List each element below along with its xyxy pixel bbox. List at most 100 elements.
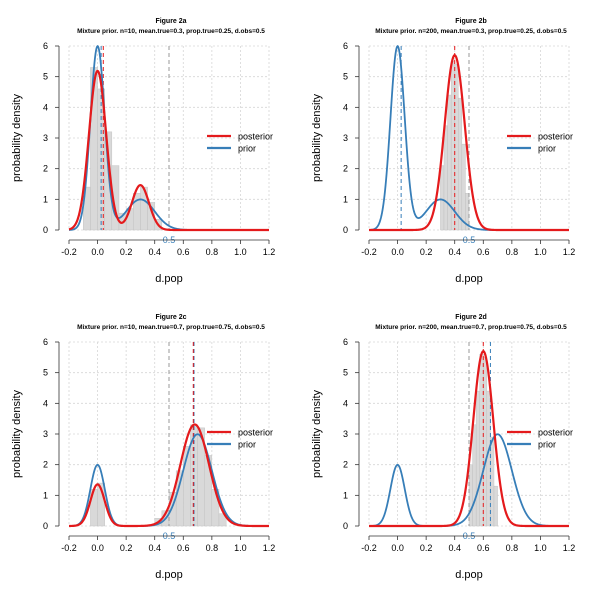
x-tick-label: 0.0 — [391, 543, 404, 553]
x-tick-label: -0.2 — [361, 247, 377, 257]
x-tick-label: 1.2 — [563, 543, 576, 553]
histogram-bar — [440, 165, 445, 231]
x-tick-label: 0.8 — [206, 247, 219, 257]
y-tick-label: 4 — [43, 398, 48, 408]
y-axis-title: probability density — [11, 93, 23, 182]
y-tick-label: 6 — [343, 337, 348, 347]
y-tick-label: 1 — [343, 490, 348, 500]
y-tick-label: 3 — [343, 429, 348, 439]
posterior-density-curve — [369, 350, 569, 528]
x-tick-label: 1.2 — [263, 543, 276, 553]
x-tick-label: 0.2 — [120, 247, 133, 257]
legend-label-posterior: posterior — [238, 132, 273, 142]
x-tick-label: 0.4 — [148, 543, 161, 553]
y-axis-title: probability density — [11, 389, 23, 478]
y-tick-label: 3 — [43, 133, 48, 143]
x-tick-label: 0.2 — [420, 247, 433, 257]
x-tick-label: 0.6 — [477, 247, 490, 257]
y-tick-label: 0 — [343, 521, 348, 531]
y-tick-label: 6 — [43, 41, 48, 51]
x-tick-label: 1.2 — [263, 247, 276, 257]
legend-label-posterior: posterior — [538, 428, 573, 438]
histogram-bar — [468, 464, 473, 527]
histogram-bar — [493, 485, 498, 527]
legend-label-prior: prior — [538, 440, 556, 450]
y-tick-label: 1 — [43, 194, 48, 204]
y-tick-label: 0 — [43, 225, 48, 235]
x-tick-label: 0.6 — [177, 247, 190, 257]
histogram-bar — [450, 61, 455, 231]
y-tick-label: 2 — [343, 460, 348, 470]
y-tick-label: 5 — [43, 72, 48, 82]
legend-label-prior: prior — [238, 440, 256, 450]
legend-label-prior: prior — [538, 144, 556, 154]
chart-panel-4: Figure 2d Mixture prior. n=200, mean.true… — [311, 314, 575, 581]
histogram-bar — [472, 424, 477, 527]
x-tick-label: 0.2 — [420, 543, 433, 553]
histogram-bar — [486, 390, 491, 527]
chart-title: Figure 2c — [155, 314, 186, 321]
x-tick-label: 0.0 — [91, 247, 104, 257]
x-tick-label: 0.6 — [177, 543, 190, 553]
y-tick-label: 0 — [43, 521, 48, 531]
chart-panel-2: Figure 2b Mixture prior. n=200, mean.true… — [311, 18, 575, 285]
x-tick-label: 0.4 — [448, 247, 461, 257]
histogram-bar — [490, 436, 495, 527]
x-tick-label: 0.8 — [506, 543, 519, 553]
y-tick-label: 2 — [43, 164, 48, 174]
histogram-bar — [465, 192, 470, 231]
chart-title: Figure 2b — [455, 18, 487, 25]
histogram-bar — [443, 125, 448, 231]
x-axis-title: d.pop — [455, 569, 483, 581]
x-tick-label: 1.0 — [534, 247, 547, 257]
y-tick-label: 1 — [43, 490, 48, 500]
x-tick-label: -0.2 — [361, 543, 377, 553]
x-tick-label: -0.2 — [61, 543, 77, 553]
chart-title: Figure 2d — [455, 314, 487, 321]
histogram-bar — [454, 64, 459, 231]
x-tick-label: 0.0 — [391, 247, 404, 257]
chart-subtitle: Mixture prior. n=200, mean.true=0.7, pro… — [375, 324, 567, 331]
posterior-density-curve — [68, 423, 269, 528]
histogram-bar — [218, 513, 227, 527]
y-tick-label: 5 — [343, 368, 348, 378]
posterior-density-curve — [68, 69, 269, 232]
chart-title: Figure 2a — [155, 18, 186, 25]
x-tick-label: 1.0 — [234, 247, 247, 257]
x-tick-label: 1.0 — [534, 543, 547, 553]
x-tick-label: 1.0 — [234, 543, 247, 553]
y-tick-label: 3 — [43, 429, 48, 439]
x-tick-label: 0.4 — [148, 247, 161, 257]
x-tick-label: 0.2 — [120, 543, 133, 553]
legend-label-prior: prior — [238, 144, 256, 154]
histogram-bar — [479, 354, 484, 527]
posterior-density-curve — [369, 54, 569, 232]
y-tick-label: 2 — [343, 164, 348, 174]
y-axis-title: probability density — [311, 93, 323, 182]
x-axis-title: d.pop — [155, 569, 183, 581]
histogram-bar — [475, 390, 480, 527]
x-axis-title: d.pop — [155, 273, 183, 285]
y-tick-label: 4 — [343, 398, 348, 408]
chart-panel-1: Figure 2a Mixture prior. n=10, mean.true=… — [11, 18, 275, 285]
histogram-bar — [458, 97, 463, 231]
y-tick-label: 4 — [43, 102, 48, 112]
y-tick-label: 0 — [343, 225, 348, 235]
histogram-bar — [461, 143, 466, 231]
x-tick-label: -0.2 — [61, 247, 77, 257]
y-tick-label: 4 — [343, 102, 348, 112]
y-tick-label: 1 — [343, 194, 348, 204]
legend-label-posterior: posterior — [238, 428, 273, 438]
y-tick-label: 5 — [43, 368, 48, 378]
x-tick-label: 0.6 — [477, 543, 490, 553]
chart-panel-3: Figure 2c Mixture prior. n=10, mean.true=… — [11, 314, 275, 581]
histogram-bar — [447, 94, 452, 231]
y-axis-title: probability density — [311, 389, 323, 478]
y-tick-label: 6 — [43, 337, 48, 347]
legend-label-posterior: posterior — [538, 132, 573, 142]
x-tick-label: 0.8 — [506, 247, 519, 257]
prior-density-curve — [368, 433, 569, 527]
y-tick-label: 2 — [43, 460, 48, 470]
chart-subtitle: Mixture prior. n=10, mean.true=0.7, prop… — [77, 324, 265, 331]
